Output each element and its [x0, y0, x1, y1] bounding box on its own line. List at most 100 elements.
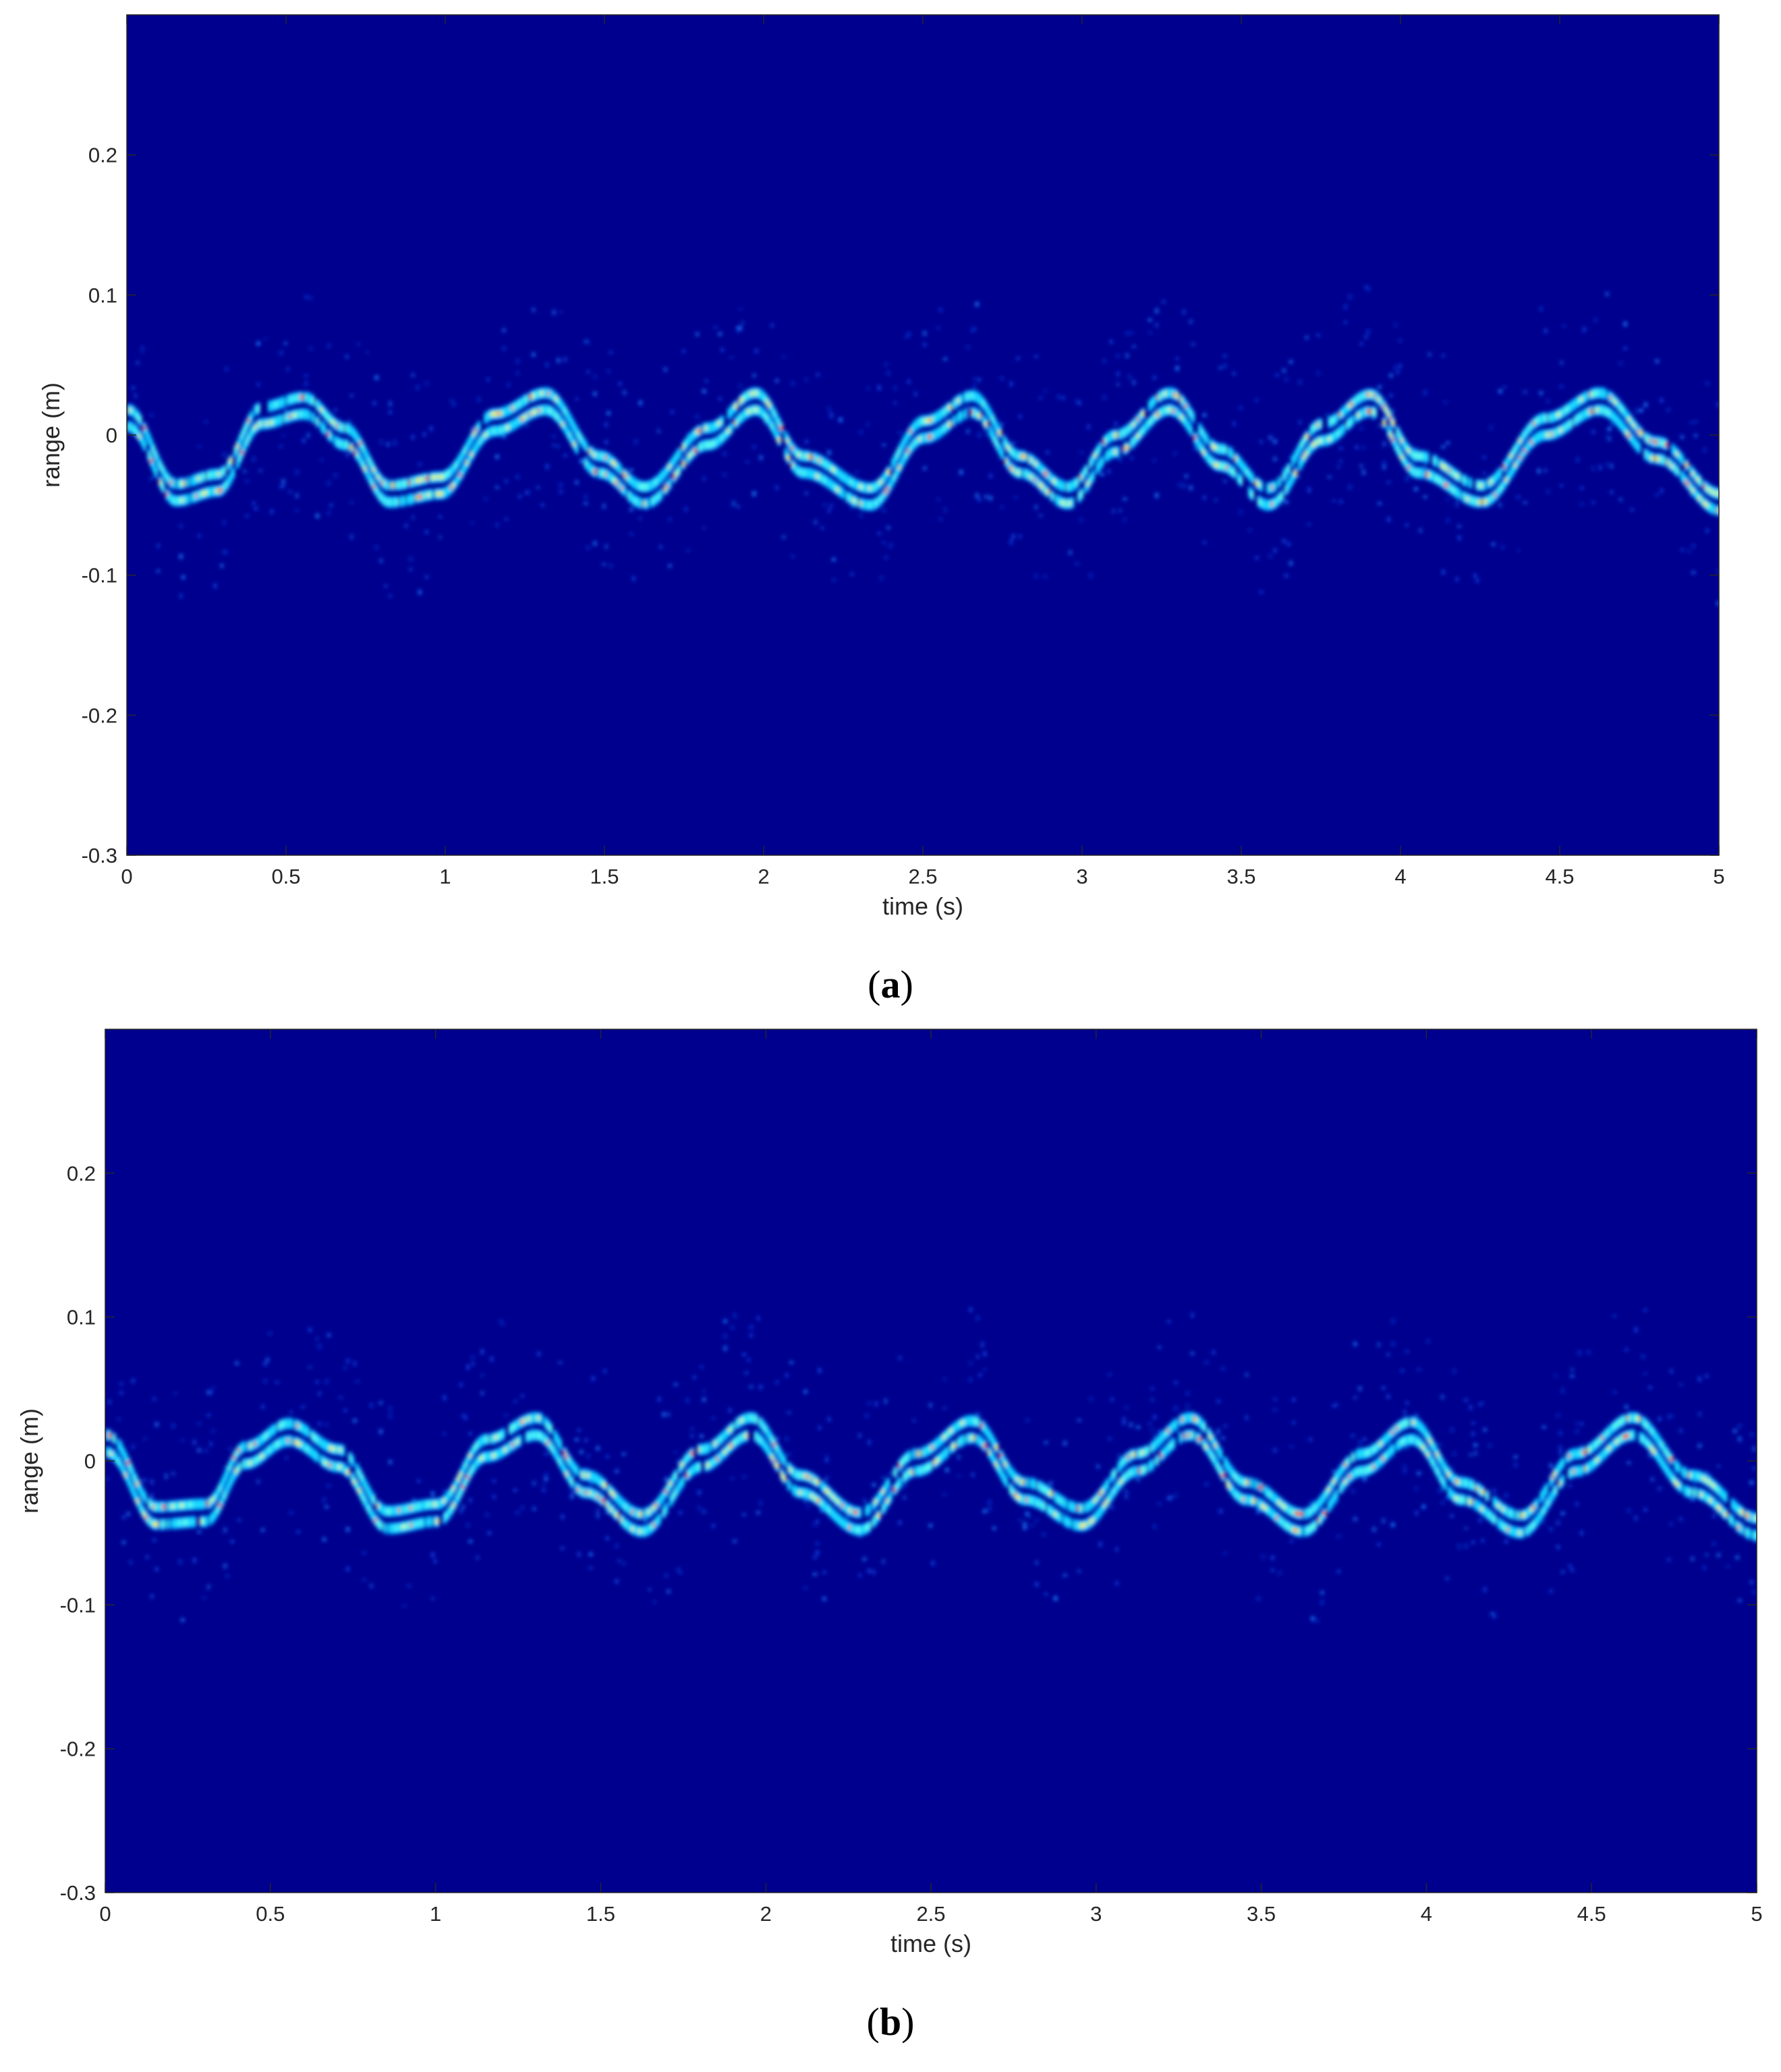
band-inner [237, 1464, 242, 1471]
speckle [824, 1458, 829, 1463]
band-inner [433, 1518, 437, 1525]
band-inner [1539, 415, 1544, 423]
band-peak [1685, 480, 1689, 484]
band-inner [356, 436, 360, 443]
speckle [615, 1579, 619, 1584]
band-peak [298, 1442, 303, 1447]
speckle [525, 490, 529, 495]
speckle [591, 1376, 596, 1381]
band-inner [645, 1509, 650, 1517]
band-inner [161, 466, 165, 473]
band-inner [256, 405, 260, 412]
band-inner [370, 462, 374, 469]
band-inner [1245, 469, 1250, 476]
band-inner [913, 438, 917, 446]
band-inner [260, 1435, 265, 1443]
band-peak [339, 1465, 343, 1470]
band-inner [1091, 472, 1095, 480]
speckle [317, 1391, 322, 1396]
speckle [1666, 407, 1670, 413]
speckle [1498, 389, 1502, 394]
speckle [1232, 421, 1236, 426]
speckle [407, 1584, 412, 1588]
band-peak [232, 1455, 237, 1460]
speckle [1079, 451, 1084, 455]
band-peak [818, 1499, 822, 1503]
speckle [1366, 286, 1370, 291]
band-peak [586, 1473, 591, 1478]
band-inner [1287, 482, 1291, 490]
band-inner [590, 450, 595, 457]
band-peak [171, 1504, 175, 1509]
band-inner [579, 1470, 584, 1478]
band-inner [1159, 409, 1164, 416]
speckle [388, 594, 393, 598]
band-peak [409, 1505, 414, 1510]
band-inner [1693, 473, 1698, 480]
speckle [275, 1381, 279, 1384]
speckle [820, 1507, 824, 1513]
band-inner [165, 474, 169, 482]
band-inner [629, 477, 633, 484]
band-inner [1534, 418, 1539, 426]
band-inner [756, 390, 761, 397]
band-inner [242, 1460, 246, 1468]
band-inner [1487, 480, 1491, 487]
band-inner [602, 453, 606, 461]
band-inner [1696, 492, 1700, 500]
speckle [416, 1479, 421, 1483]
speckle [738, 326, 743, 331]
band-inner [1328, 419, 1332, 426]
band-inner [588, 465, 592, 472]
speckle [678, 1511, 683, 1515]
band-inner [527, 1433, 532, 1440]
speckle [1182, 483, 1186, 489]
band-inner [940, 426, 945, 434]
band-inner [175, 1520, 180, 1527]
speckle [1605, 291, 1609, 297]
band-inner [725, 1429, 730, 1436]
band-peak [452, 1486, 456, 1490]
band-inner [918, 418, 922, 426]
band-inner [1525, 444, 1529, 451]
speckle [117, 1417, 121, 1421]
band-peak [142, 426, 146, 431]
band-inner [175, 1502, 180, 1509]
band-inner [638, 482, 642, 490]
band-inner [216, 1489, 220, 1496]
band-inner [134, 410, 138, 418]
band-inner [684, 440, 688, 448]
band-peak [605, 1502, 609, 1507]
band-inner [173, 1520, 178, 1527]
band-inner [600, 469, 604, 477]
band-inner [673, 457, 677, 464]
speckle [700, 1434, 704, 1439]
band-peak [1703, 484, 1707, 488]
band-inner [973, 409, 977, 417]
band-inner [574, 1466, 579, 1474]
speckle [1516, 549, 1521, 552]
band-inner [569, 1478, 574, 1485]
speckle [1348, 294, 1352, 300]
band-peak [1373, 393, 1377, 398]
band-inner [532, 1431, 536, 1439]
band-peak [675, 471, 679, 476]
band-inner [626, 1522, 631, 1530]
speckle [789, 1360, 793, 1364]
band-peak [1038, 482, 1043, 487]
speckle [1591, 500, 1595, 505]
speckle [230, 1539, 234, 1544]
band-inner [147, 452, 151, 459]
band-inner [320, 1439, 324, 1447]
band-inner [485, 1453, 489, 1460]
speckle [818, 1367, 822, 1373]
band-peak [443, 1499, 447, 1503]
band-peak [1007, 446, 1011, 451]
band-peak [1664, 442, 1668, 447]
band-peak [138, 434, 142, 439]
band-inner [1600, 407, 1605, 414]
speckle [1591, 430, 1595, 434]
band-inner [367, 1505, 371, 1513]
band-inner [251, 1458, 256, 1466]
band-peak [197, 476, 201, 481]
